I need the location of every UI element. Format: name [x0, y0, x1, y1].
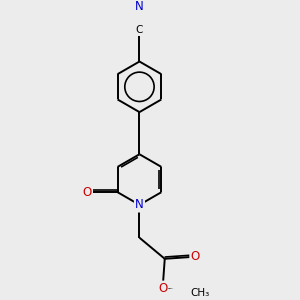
Text: O: O — [190, 250, 200, 263]
Text: N: N — [135, 198, 144, 211]
Text: N: N — [135, 0, 144, 13]
Text: O: O — [158, 282, 167, 295]
Text: CH₃: CH₃ — [190, 287, 209, 298]
Text: C: C — [136, 25, 143, 35]
Text: O: O — [82, 186, 92, 199]
